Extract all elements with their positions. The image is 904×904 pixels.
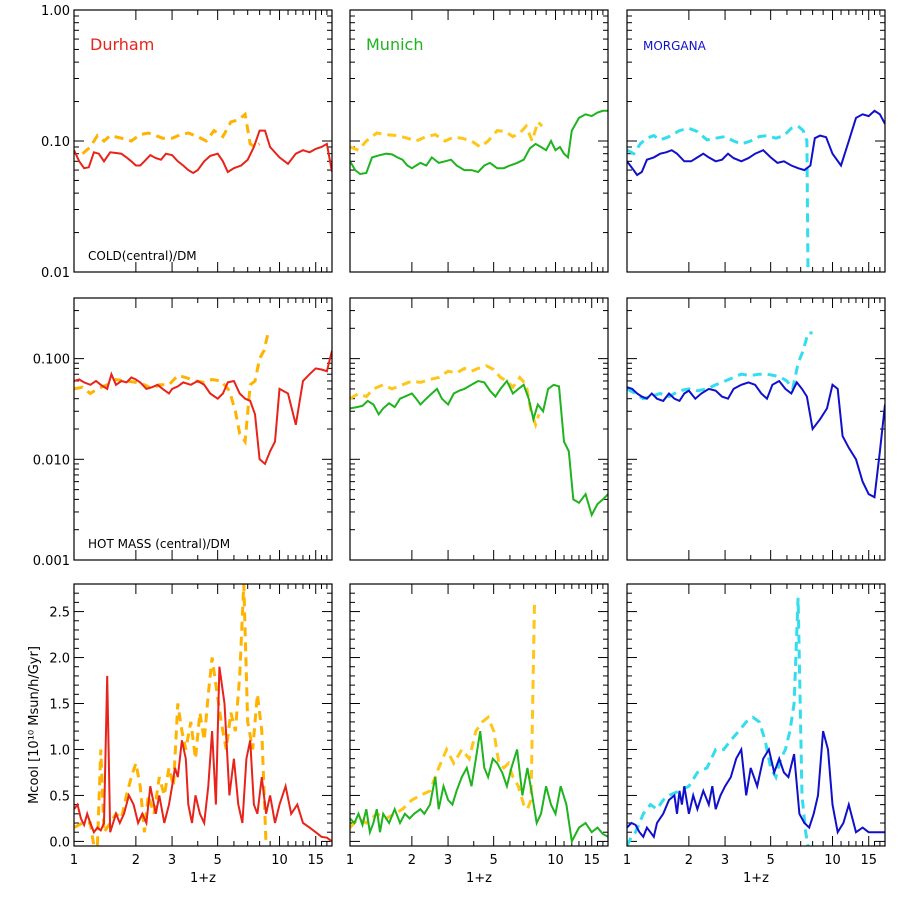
solid-series <box>350 379 608 518</box>
dashed-series <box>81 111 261 155</box>
y-tick-label: 0.010 <box>33 453 70 468</box>
dashed-series <box>350 119 544 152</box>
x-tick-label: 10 <box>824 853 841 868</box>
x-tick-label: 3 <box>168 853 176 868</box>
x-tick-label: 5 <box>767 853 775 868</box>
panel-frame <box>626 9 886 273</box>
panel-r2-c1: 0.001 0.010 0.100 HOT MASS (central)/DM <box>33 297 333 569</box>
dashed-series <box>350 602 536 829</box>
y-tick-label: 0.100 <box>33 353 70 368</box>
x-tick-label: 5 <box>214 853 222 868</box>
solid-series <box>350 730 608 845</box>
x-tick-label: 3 <box>721 853 729 868</box>
dashed-series <box>627 124 810 272</box>
x-tick-label: 10 <box>547 853 564 868</box>
x-tick-label: 10 <box>271 853 288 868</box>
panel-r2-c2 <box>349 297 609 561</box>
y-tick-label: 1.5 <box>49 698 70 713</box>
y-tick-label: 0.01 <box>41 266 70 281</box>
x-tick-label: 15 <box>583 853 600 868</box>
x-tick-label: 15 <box>307 853 324 868</box>
x-tick-label: 15 <box>860 853 877 868</box>
dashed-series <box>74 584 268 846</box>
x-tick-label: 2 <box>132 853 140 868</box>
panel-r2-c3 <box>626 297 886 561</box>
panel-frame <box>349 297 609 561</box>
row-annotation-1: COLD(central)/DM <box>88 249 197 263</box>
y-tick-label: 1.0 <box>49 743 70 758</box>
y-tick-label: 1.00 <box>41 4 70 19</box>
x-tick-label: 2 <box>685 853 693 868</box>
panel-frame <box>73 583 333 847</box>
x-tick-label: 2 <box>408 853 416 868</box>
panel-r3-c3: 1 2 3 5 10 15 1+z <box>623 583 886 886</box>
dashed-series <box>627 597 810 846</box>
y-tick-label: 0.0 <box>49 835 70 850</box>
y-tick-label: 0.5 <box>49 789 70 804</box>
panel-r3-c1: 1 2 3 5 10 15 0.0 0.5 1.0 1.5 2.0 2.5 1+z <box>49 583 333 886</box>
x-axis-title: 1+z <box>743 871 769 886</box>
x-tick-label: 1 <box>346 853 354 868</box>
solid-series <box>74 129 332 175</box>
solid-series <box>350 109 608 176</box>
dashed-series <box>74 332 270 446</box>
panel-frame <box>626 583 886 847</box>
y-tick-label: 2.5 <box>49 606 70 621</box>
panel-frame <box>73 297 333 561</box>
x-tick-label: 5 <box>490 853 498 868</box>
solid-series <box>627 109 885 177</box>
solid-series <box>627 379 885 499</box>
x-tick-label: 1 <box>623 853 631 868</box>
solid-series <box>74 666 332 843</box>
dashed-series <box>350 364 541 430</box>
panel-r1-c1: 0.01 0.10 1.00 Durham COLD(central)/DM <box>41 4 333 281</box>
y-tick-label: 2.0 <box>49 652 70 667</box>
y-tick-label: 0.10 <box>41 135 70 150</box>
y-axis-title-row-3: Mcool [10¹⁰ Msun/h/Gyr] <box>27 646 42 804</box>
panel-r3-c2: 1 2 3 5 10 15 1+z <box>346 583 609 886</box>
panel-frame <box>349 9 609 273</box>
panel-frame <box>626 297 886 561</box>
model-label-3: MORGANA <box>643 39 707 53</box>
x-axis-title: 1+z <box>190 871 216 886</box>
x-tick-label: 1 <box>70 853 78 868</box>
solid-series <box>627 730 885 840</box>
panel-frame <box>349 583 609 847</box>
row-annotation-2: HOT MASS (central)/DM <box>88 537 230 551</box>
x-axis-title: 1+z <box>466 871 492 886</box>
panel-frame <box>73 9 333 273</box>
panel-r1-c2: Munich <box>349 9 609 273</box>
panels-layer: 0.010.101.00DurhamCOLD(central)/DMMunich… <box>33 4 886 886</box>
model-label-2: Munich <box>366 35 423 54</box>
x-tick-label: 3 <box>444 853 452 868</box>
y-tick-label: 0.001 <box>33 554 70 569</box>
model-label-1: Durham <box>90 35 154 54</box>
panel-r1-c3: MORGANA <box>626 9 886 273</box>
solid-series <box>74 350 332 466</box>
